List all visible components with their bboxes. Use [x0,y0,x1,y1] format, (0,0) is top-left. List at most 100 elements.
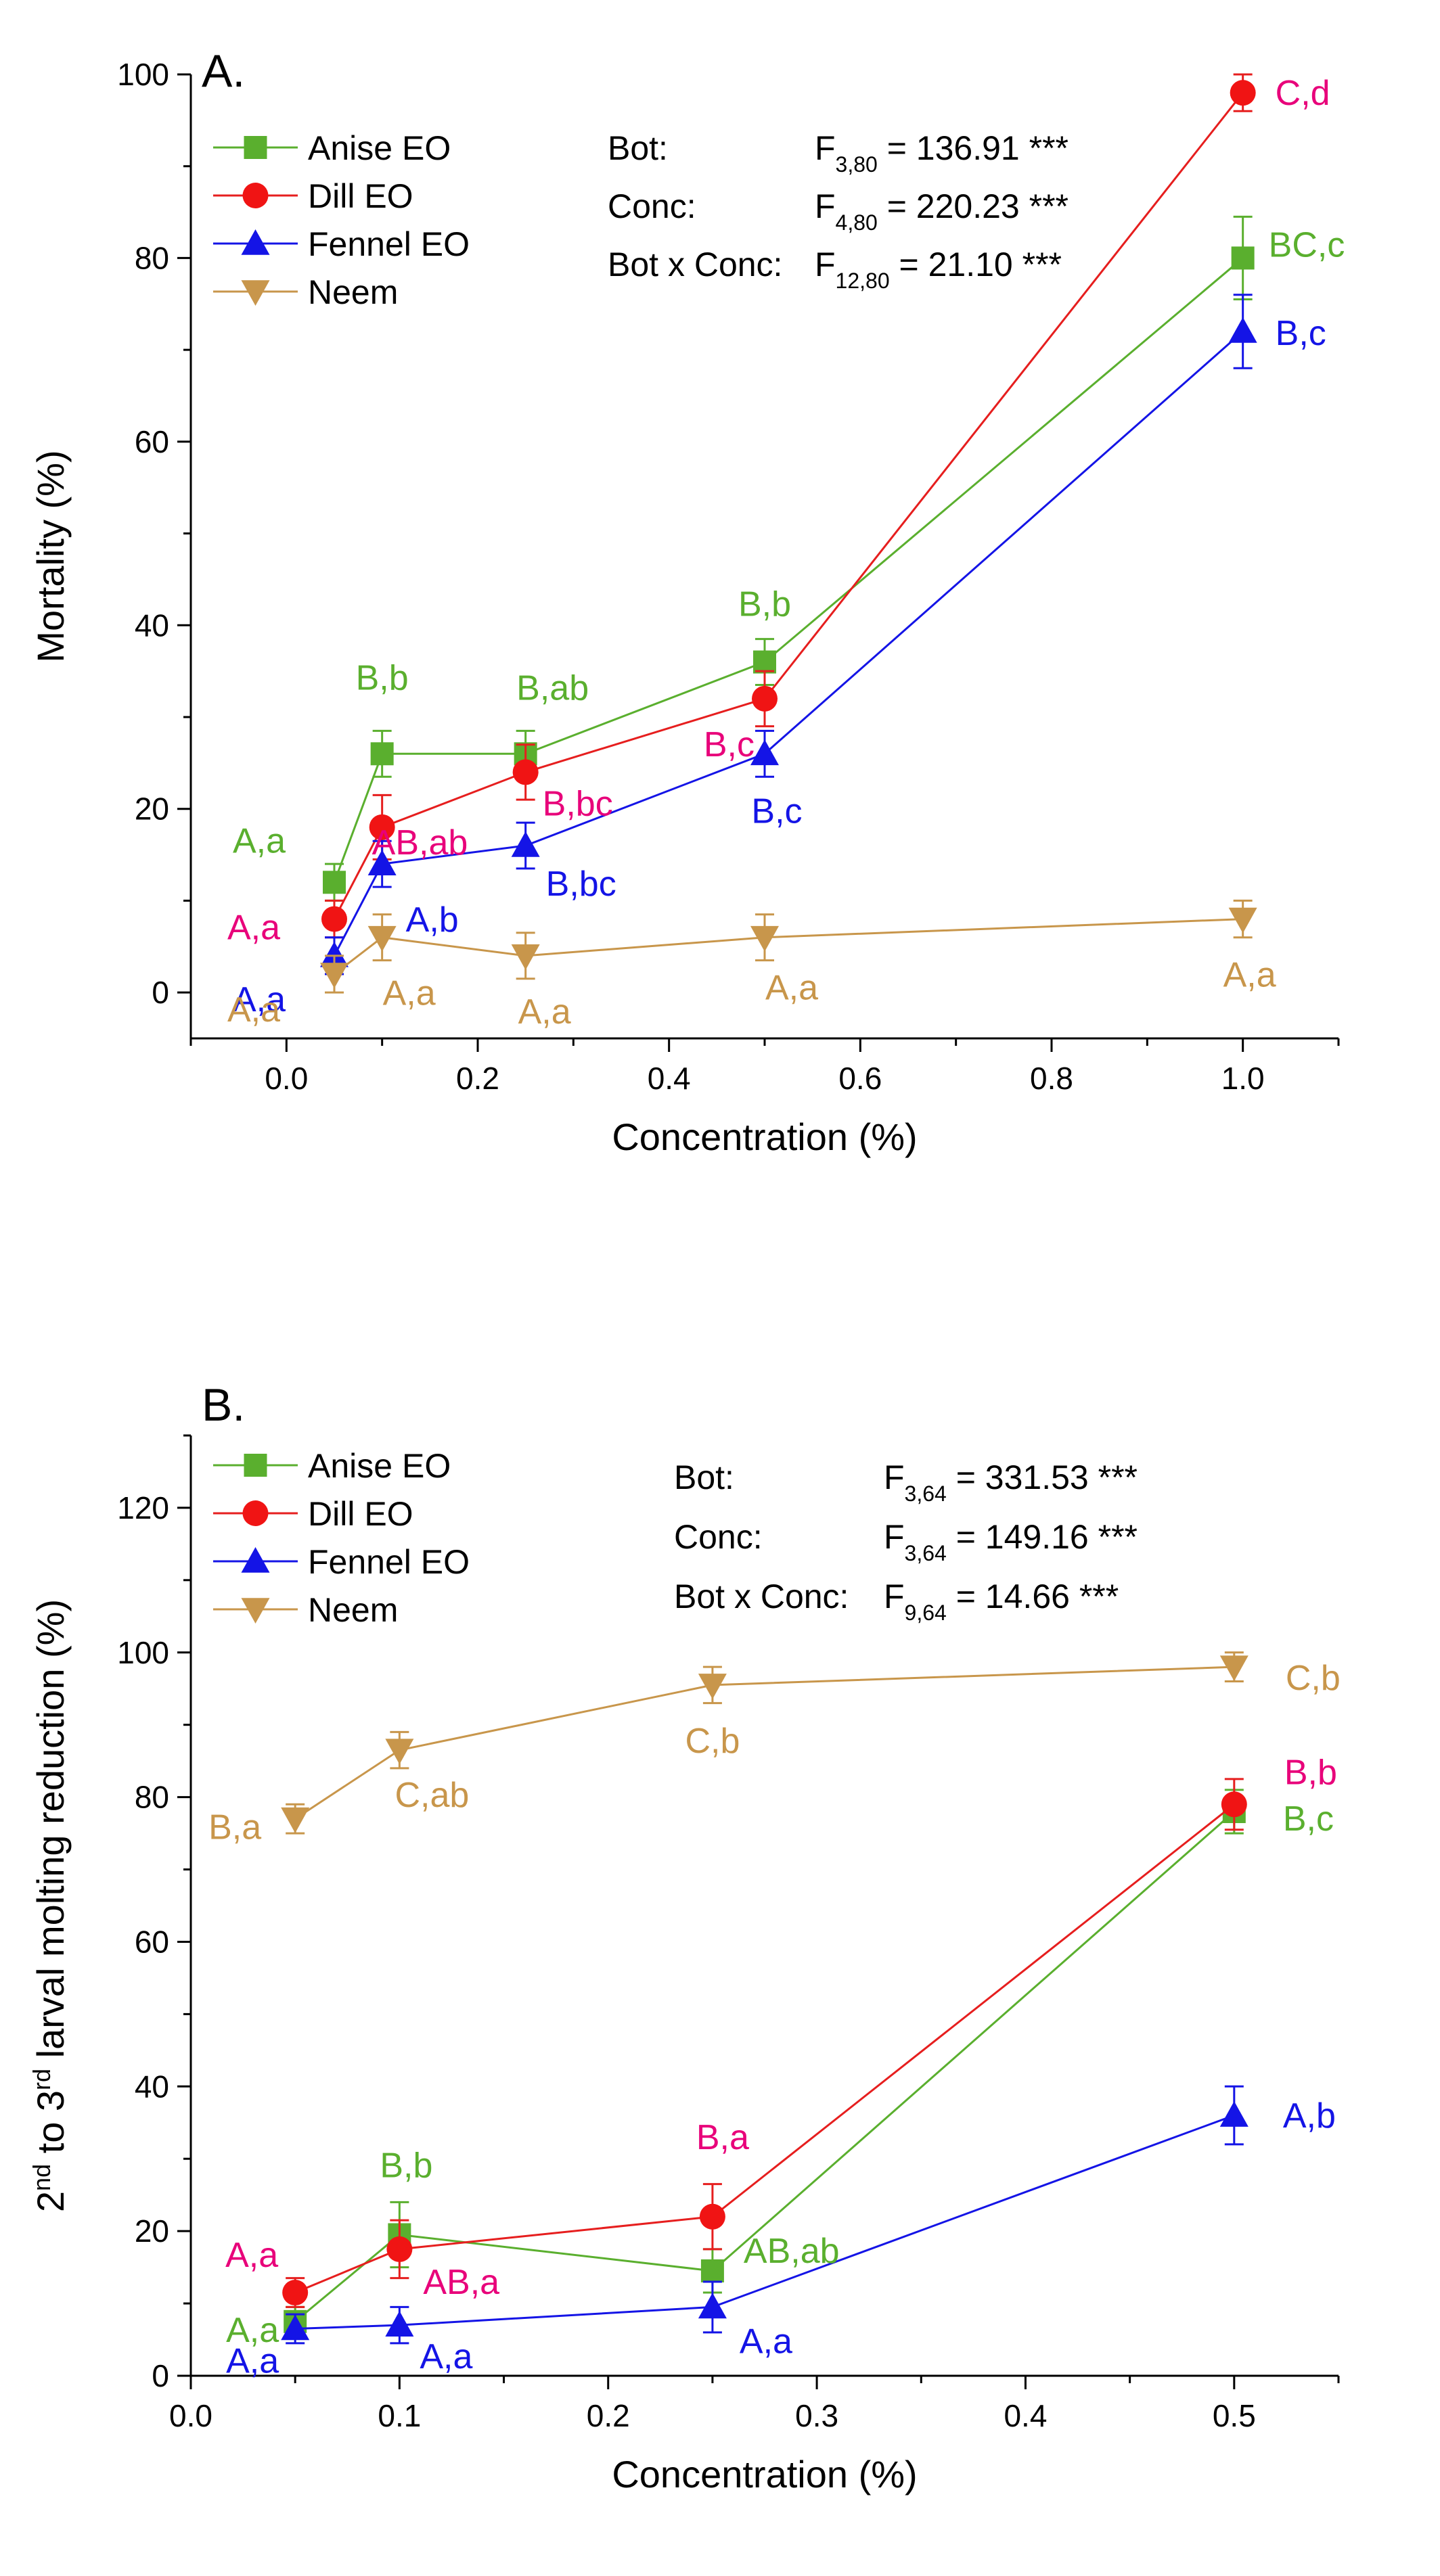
significance-label: B,b [380,2146,432,2186]
x-tick-label: 0.1 [378,2398,421,2433]
legend-label: Fennel EO [308,1543,470,1581]
data-point [1219,1655,1248,1682]
significance-label: B,bc [543,784,613,823]
stat-label: Bot x Conc: [608,246,782,283]
stat-value: F3,80 = 136.91 *** [815,129,1068,177]
data-point [1228,317,1257,343]
series-dill-eo [282,1778,1247,2308]
significance-label: A,a [740,2322,792,2361]
significance-label: B,c [704,725,755,764]
legend-label: Neem [308,1591,398,1629]
y-tick-label: 60 [135,1924,169,1959]
significance-label: B,bc [546,865,616,904]
data-point [386,2236,413,2262]
y-tick-label: 20 [135,791,169,827]
data-point [750,739,779,766]
data-point [367,925,397,952]
data-point [698,2293,727,2319]
x-axis-title: Concentration (%) [612,1116,917,1158]
significance-label: B,c [1276,314,1326,353]
legend-marker [244,1454,267,1477]
y-tick-label: 120 [117,1490,169,1525]
legend-marker [241,280,270,306]
stat-value: F3,64 = 331.53 *** [884,1458,1138,1506]
legend-marker [242,183,269,208]
anova-stats: Bot: F3,80 = 136.91 *** Conc: F4,80 = 220.2… [608,129,1068,293]
significance-label: A,a [233,821,286,860]
stat-label: Conc: [674,1518,763,1556]
data-point [698,1674,727,1699]
significance-label: B,b [1284,1753,1337,1792]
data-point [699,2203,725,2230]
data-point [752,685,778,712]
series-line [333,257,1244,883]
significance-label: B,a [696,2118,749,2157]
significance-label: A,a [227,990,280,1030]
series-line [294,1803,1235,2294]
data-point [511,831,540,857]
significance-label: A,a [518,992,571,1032]
series-line [295,2114,1235,2330]
stat-value: F12,80 = 21.10 *** [815,246,1062,293]
significance-label: B,b [738,585,791,624]
significance-label: A,b [1283,2096,1336,2136]
x-tick-label: 0.8 [1030,1061,1073,1096]
data-point [700,2259,724,2282]
x-tick-label: 0.6 [838,1061,882,1096]
y-tick-label: 40 [135,607,169,643]
significance-label: B,ab [516,668,589,708]
significance-label: C,b [685,1722,740,1761]
data-point [1231,246,1255,270]
stat-label: Bot: [608,129,668,167]
significance-label: A,b [406,900,459,940]
significance-label: A,a [233,980,286,1019]
x-tick-label: 0.3 [795,2398,838,2433]
significance-label: B,b [356,658,409,697]
significance-label: A,a [420,2337,472,2376]
legend-marker [241,1547,270,1573]
data-point [512,759,539,785]
legend-marker [241,1598,270,1624]
data-point [367,850,397,875]
y-tick-label: 60 [135,424,169,459]
significance-label: C,b [1286,1659,1341,1698]
y-tick-label: 80 [135,240,169,275]
data-point [511,944,540,970]
data-point [1228,907,1257,934]
stat-value: F4,80 = 220.23 *** [815,187,1068,235]
legend: Anise EO Dill EO Fennel EO Neem [213,1447,470,1629]
x-axis-title: Concentration (%) [612,2453,917,2496]
y-tick-label: 20 [135,2213,169,2249]
significance-label: BC,c [1269,225,1345,264]
series-neem [320,899,1257,994]
data-point [385,2311,414,2337]
data-point [1221,1791,1247,1818]
significance-label: A,a [1223,956,1276,995]
y-axis-title: 2nd to 3rd larval molting reduction (%) [28,1599,72,2212]
x-tick-label: 0.2 [587,2398,630,2433]
x-tick-label: 0.4 [648,1061,691,1096]
x-tick-label: 1.0 [1221,1061,1265,1096]
x-tick-label: 0.2 [456,1061,499,1096]
legend-label: Dill EO [308,1495,413,1533]
stat-label: Conc: [608,187,696,225]
y-tick-label: 40 [135,2069,169,2104]
significance-label: C,d [1276,74,1330,113]
significance-label: AB,ab [372,823,468,862]
y-axis-title: Mortality (%) [29,450,72,662]
data-point [282,2280,309,2306]
data-point [753,650,776,674]
series-line [334,918,1243,975]
y-tick-label: 80 [135,1780,169,1815]
legend-marker [244,136,267,159]
data-point [281,1807,310,1833]
data-point [321,906,347,932]
series-line [333,330,1244,957]
chart-panel-b: B. 0.0 0.1 0.2 0.3 0.4 0.5 0 20 40 60 80 100 120 Conce… [28,1379,1341,2496]
significance-label: B,a [208,1808,261,1847]
legend-marker [241,229,270,255]
panel-letter: B. [202,1379,245,1431]
significance-label: AB,ab [744,2232,840,2271]
legend: Anise EO Dill EO Fennel EO Neem [213,129,470,311]
